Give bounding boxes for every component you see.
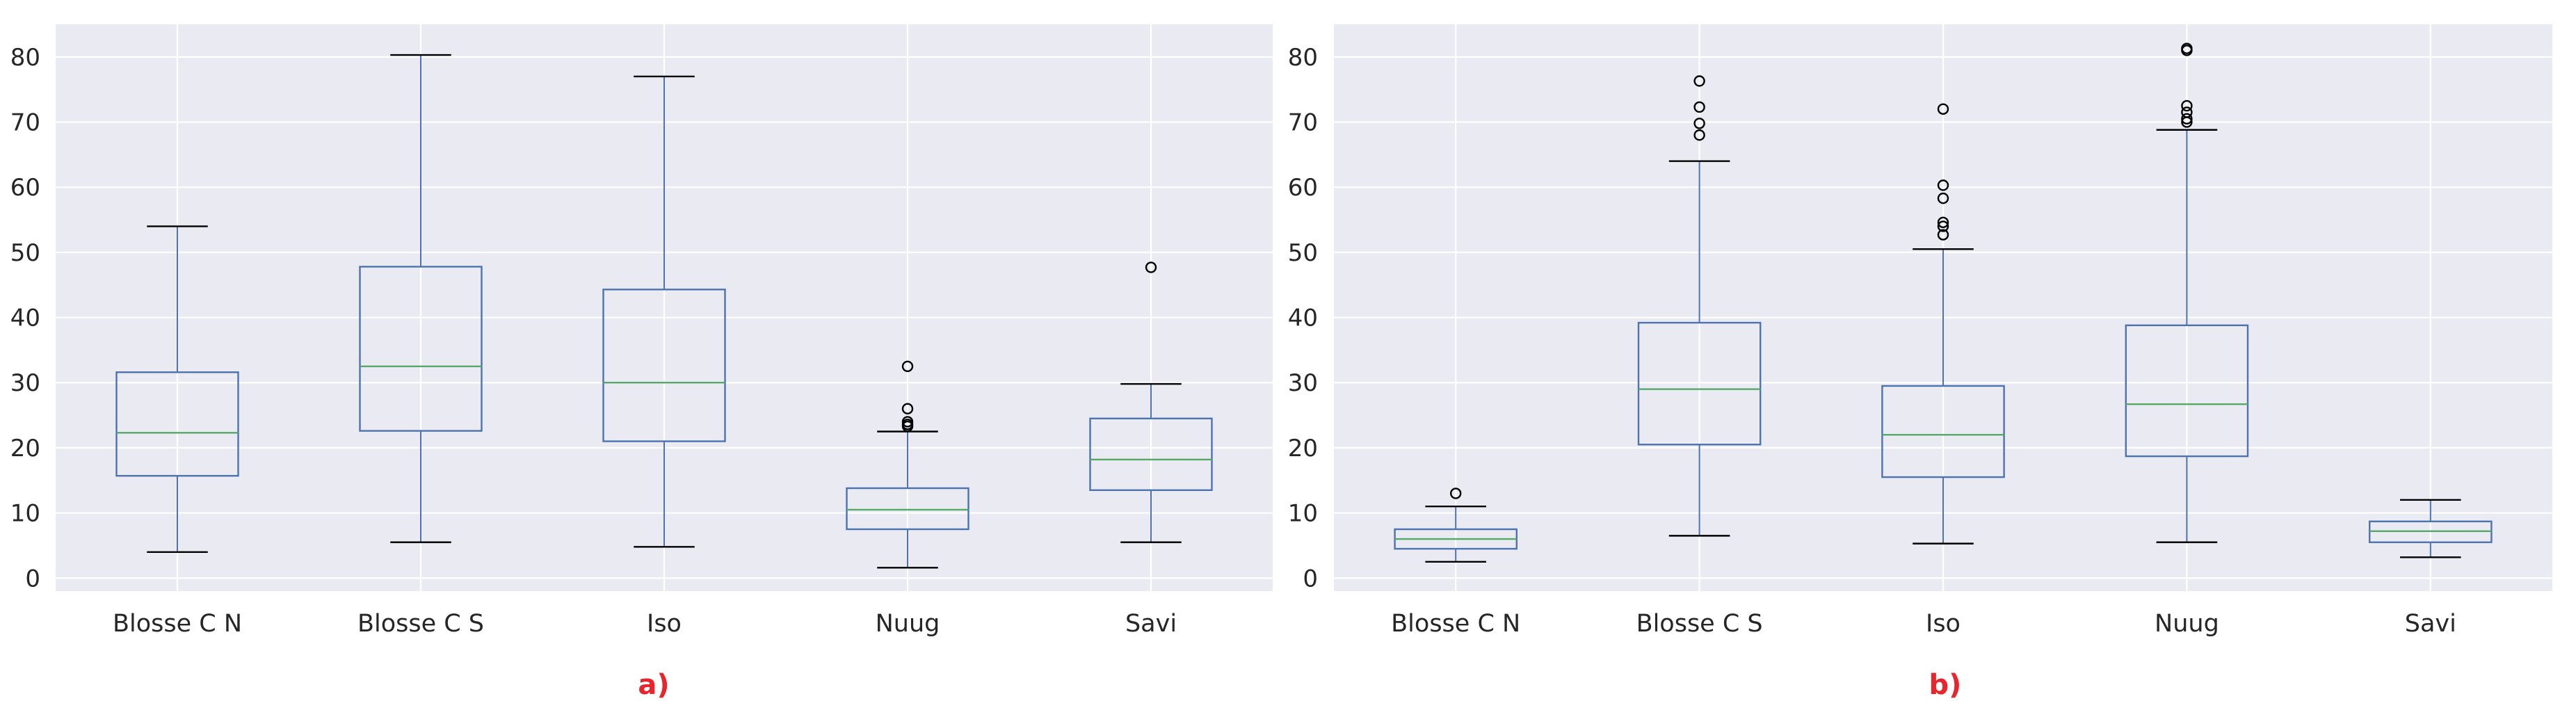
outlier-point bbox=[1937, 103, 1949, 115]
box-iqr bbox=[1881, 385, 2005, 478]
box-iqr bbox=[1089, 417, 1213, 491]
outlier-point bbox=[1937, 179, 1949, 191]
x-tick-label: Iso bbox=[1926, 610, 1961, 638]
box-plot-panel-b: 0 10 20 30 40 50 60 70 80 Blosse C N Blosse C S Iso… bbox=[1288, 24, 2552, 701]
y-tick-label: 40 bbox=[1288, 305, 1318, 332]
x-tick-label: Blosse C N bbox=[1391, 610, 1520, 638]
y-tick-label: 80 bbox=[10, 44, 40, 72]
outlier-point bbox=[1693, 129, 1705, 141]
box-blosse-c-n bbox=[115, 225, 239, 553]
y-tick-label: 50 bbox=[10, 239, 40, 267]
panel-label: b) bbox=[1929, 669, 1962, 701]
y-tick-label: 20 bbox=[10, 435, 40, 462]
box-blosse-c-s bbox=[359, 54, 483, 543]
y-tick-label: 10 bbox=[1288, 500, 1318, 528]
outlier-point bbox=[2181, 42, 2193, 54]
outlier-point bbox=[1937, 220, 1949, 232]
outlier-point bbox=[901, 416, 914, 428]
box-iqr bbox=[359, 266, 483, 432]
y-tick-label: 40 bbox=[10, 305, 40, 332]
box-blosse-c-n bbox=[1394, 488, 1518, 563]
y-tick-label: 30 bbox=[10, 369, 40, 397]
x-tick-label: Blosse C S bbox=[357, 610, 484, 638]
box-iqr bbox=[2125, 324, 2249, 458]
box-iso bbox=[602, 75, 726, 548]
outlier-point bbox=[901, 360, 914, 373]
outlier-point bbox=[2181, 113, 2193, 125]
y-tick-label: 60 bbox=[10, 174, 40, 202]
x-tick-label: Blosse C S bbox=[1636, 610, 1763, 638]
box-plot-panel-a: 0 10 20 30 40 50 60 70 80 Blosse C N Blosse C S Iso… bbox=[10, 24, 1273, 701]
y-tick-label: 80 bbox=[1288, 44, 1318, 72]
box-nuug bbox=[846, 360, 969, 569]
x-tick-label: Nuug bbox=[876, 610, 940, 638]
panel-label: a) bbox=[638, 669, 669, 701]
outlier-point bbox=[1449, 488, 1462, 499]
y-tick-label: 20 bbox=[1288, 435, 1318, 462]
y-tick-label: 30 bbox=[1288, 369, 1318, 397]
y-tick-label: 10 bbox=[10, 500, 40, 528]
box-savi bbox=[2368, 499, 2493, 558]
box-iqr bbox=[115, 371, 239, 477]
outlier-point bbox=[1693, 118, 1705, 129]
box-savi bbox=[1089, 261, 1213, 543]
outlier-point bbox=[1937, 229, 1949, 241]
x-tick-label: Savi bbox=[2405, 610, 2456, 638]
outlier-point bbox=[1937, 216, 1949, 228]
y-tick-label: 70 bbox=[10, 109, 40, 137]
outlier-point bbox=[1693, 75, 1705, 87]
y-tick-label: 0 bbox=[1303, 565, 1318, 593]
box-blosse-c-s bbox=[1637, 75, 1762, 537]
outlier-point bbox=[1937, 192, 1949, 204]
y-tick-label: 60 bbox=[1288, 174, 1318, 202]
outlier-point bbox=[2181, 99, 2193, 112]
y-tick-label: 50 bbox=[1288, 239, 1318, 267]
outlier-point bbox=[2181, 106, 2193, 118]
outlier-point bbox=[1693, 101, 1705, 113]
x-tick-label: Iso bbox=[647, 610, 682, 638]
box-iqr bbox=[1637, 321, 1762, 446]
box-iqr bbox=[846, 487, 969, 531]
box-iso bbox=[1881, 103, 2005, 545]
x-tick-label: Nuug bbox=[2155, 610, 2219, 638]
box-nuug bbox=[2125, 42, 2249, 543]
x-tick-label: Savi bbox=[1125, 610, 1177, 638]
outlier-point bbox=[901, 403, 914, 414]
outlier-point bbox=[1145, 261, 1157, 273]
box-iqr bbox=[602, 289, 726, 442]
y-tick-label: 70 bbox=[1288, 109, 1318, 137]
x-tick-label: Blosse C N bbox=[113, 610, 242, 638]
y-tick-label: 0 bbox=[25, 565, 40, 593]
